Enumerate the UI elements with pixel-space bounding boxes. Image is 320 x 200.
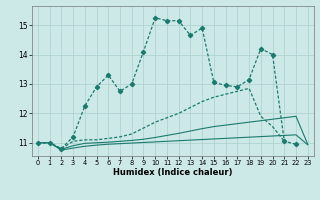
X-axis label: Humidex (Indice chaleur): Humidex (Indice chaleur) [113,168,233,177]
